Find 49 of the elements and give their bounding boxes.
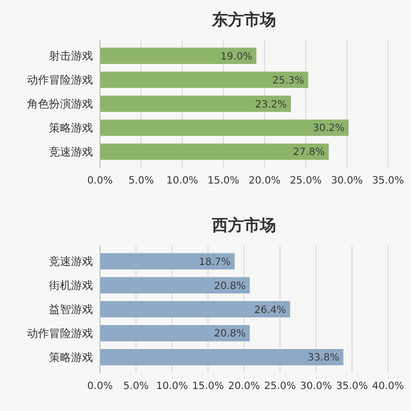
x-tick-label: 5.0% [123,381,149,392]
bar [100,325,250,342]
data-label: 20.8% [214,328,246,340]
y-tick-label: 策略游戏 [49,351,93,364]
bar [100,120,349,136]
data-label: 25.3% [272,75,304,86]
bar [100,144,329,160]
data-label: 19.0% [220,51,252,62]
x-tick-label: 15.0% [208,176,240,186]
x-tick-label: 0.0% [87,176,113,186]
bar [100,96,291,112]
x-tick-label: 10.0% [156,381,188,392]
bar [100,301,290,318]
x-tick-label: 20.0% [248,176,280,186]
chart-title: 东方市场 [211,10,276,29]
bar [100,48,256,64]
x-tick-label: 35.0% [336,381,368,392]
bar [100,253,235,270]
x-tick-label: 35.0% [372,176,404,186]
data-label: 27.8% [292,147,325,158]
y-tick-label: 策略游戏 [49,122,93,135]
x-tick-label: 25.0% [264,381,296,392]
y-tick-label: 竞速游戏 [49,255,93,268]
y-tick-label: 竞速游戏 [49,146,93,159]
y-tick-label: 益智游戏 [49,303,93,316]
data-label: 20.8% [214,280,246,292]
y-tick-label: 动作冒险游戏 [27,74,93,87]
data-label: 30.2% [312,123,345,134]
y-tick-label: 动作冒险游戏 [27,327,93,340]
x-tick-label: 5.0% [128,176,154,186]
data-label: 26.4% [254,304,286,316]
bar [100,349,344,366]
data-label: 18.7% [198,256,231,268]
x-tick-label: 40.0% [372,381,404,392]
bar [100,72,308,88]
x-tick-label: 10.0% [166,176,198,186]
x-tick-label: 30.0% [300,381,332,392]
x-tick-label: 30.0% [330,176,363,186]
x-tick-label: 15.0% [192,381,224,392]
x-tick-label: 0.0% [87,381,113,392]
y-tick-label: 角色扮演游戏 [27,98,93,111]
x-tick-label: 25.0% [290,176,322,186]
bar [100,277,250,294]
data-label: 33.8% [308,352,340,364]
data-label: 23.2% [255,99,287,110]
x-tick-label: 20.0% [228,381,260,392]
chart-title: 西方市场 [211,216,276,234]
y-tick-label: 街机游戏 [49,279,93,292]
y-tick-label: 射击游戏 [49,50,93,63]
